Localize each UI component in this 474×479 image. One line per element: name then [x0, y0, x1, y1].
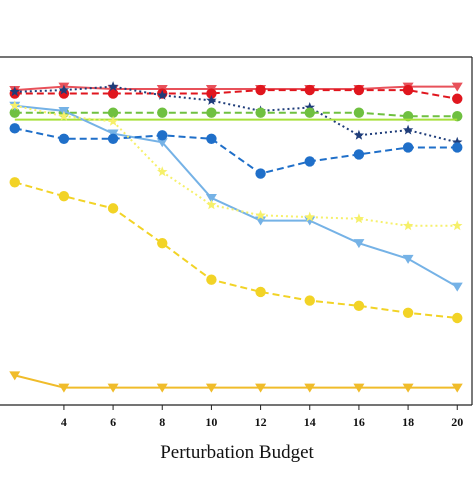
- data-point: [107, 88, 119, 99]
- series-line: [14, 374, 458, 389]
- series-8: [9, 100, 463, 231]
- data-point: [206, 274, 217, 285]
- data-point: [353, 383, 365, 393]
- data-point: [402, 307, 414, 318]
- data-point: [157, 166, 168, 177]
- data-point: [452, 142, 463, 153]
- data-point: [255, 107, 266, 118]
- data-point: [255, 209, 266, 220]
- series-group: [9, 81, 463, 393]
- x-tick-label: 10: [205, 415, 217, 429]
- data-point: [255, 84, 266, 96]
- data-point: [452, 220, 463, 231]
- data-point: [58, 110, 70, 121]
- x-tick-label: 16: [353, 415, 365, 429]
- data-point: [9, 177, 20, 188]
- data-point: [9, 86, 20, 97]
- data-point: [255, 383, 267, 393]
- data-point: [58, 84, 70, 95]
- x-tick-label: 4: [61, 415, 67, 429]
- series-line: [14, 181, 458, 319]
- data-point: [157, 107, 168, 118]
- x-tick-label: 8: [159, 415, 165, 429]
- data-point: [402, 383, 414, 393]
- data-point: [402, 220, 414, 231]
- data-point: [107, 203, 119, 214]
- data-point: [402, 142, 414, 153]
- series-9: [9, 177, 463, 324]
- data-point: [206, 88, 217, 99]
- data-point: [58, 133, 70, 144]
- data-point: [206, 95, 217, 105]
- data-point: [304, 156, 315, 167]
- x-axis-label: Perturbation Budget: [160, 442, 314, 463]
- x-tick-label: 12: [255, 415, 267, 429]
- data-point: [157, 130, 168, 141]
- data-point: [402, 254, 414, 264]
- data-point: [206, 107, 217, 118]
- axes: 4 6 8 10 12 14 16 18 20: [0, 56, 473, 429]
- data-point: [304, 211, 315, 222]
- series-line: [14, 104, 458, 288]
- data-point: [206, 133, 217, 144]
- data-point: [353, 239, 365, 249]
- data-point: [451, 282, 463, 292]
- series-line: [14, 127, 458, 175]
- data-point: [304, 84, 315, 96]
- data-point: [304, 102, 315, 112]
- data-point: [157, 237, 168, 249]
- data-point: [9, 107, 20, 118]
- data-point: [451, 82, 463, 92]
- data-point: [107, 133, 119, 144]
- series-line: [14, 89, 458, 100]
- data-point: [107, 115, 119, 126]
- data-point: [205, 193, 217, 203]
- data-point: [255, 168, 266, 179]
- data-point: [107, 107, 119, 118]
- data-point: [402, 124, 414, 135]
- data-point: [304, 383, 316, 393]
- data-point: [58, 191, 70, 202]
- series-line: [14, 111, 458, 118]
- data-point: [9, 123, 20, 134]
- x-tick-label: 14: [304, 415, 316, 429]
- x-tick-label: 20: [451, 415, 463, 429]
- data-point: [205, 383, 217, 393]
- data-point: [353, 129, 365, 140]
- data-point: [156, 383, 168, 393]
- data-point: [353, 107, 365, 118]
- data-point: [9, 371, 21, 381]
- series-line: [14, 104, 458, 227]
- data-point: [304, 216, 316, 226]
- series-10: [9, 371, 463, 393]
- data-point: [452, 93, 463, 104]
- data-point: [353, 149, 365, 160]
- series-line: [14, 85, 458, 92]
- data-point: [107, 81, 119, 91]
- series-7: [9, 123, 463, 179]
- data-point: [353, 84, 365, 96]
- data-point: [206, 199, 217, 210]
- data-point: [9, 100, 20, 111]
- data-point: [58, 383, 70, 393]
- x-tick-label: 18: [402, 415, 414, 429]
- data-point: [304, 295, 315, 306]
- data-point: [452, 136, 463, 147]
- data-point: [452, 312, 463, 324]
- data-point: [304, 107, 315, 118]
- series-3: [9, 81, 463, 147]
- x-tick-label: 6: [110, 415, 116, 429]
- data-point: [353, 213, 365, 224]
- series-1: [9, 82, 463, 96]
- data-point: [353, 300, 365, 312]
- data-point: [402, 84, 414, 96]
- data-point: [107, 383, 119, 393]
- data-point: [451, 383, 463, 393]
- series-6: [9, 101, 463, 292]
- data-point: [157, 89, 168, 100]
- data-point: [156, 138, 168, 148]
- data-point: [255, 286, 266, 298]
